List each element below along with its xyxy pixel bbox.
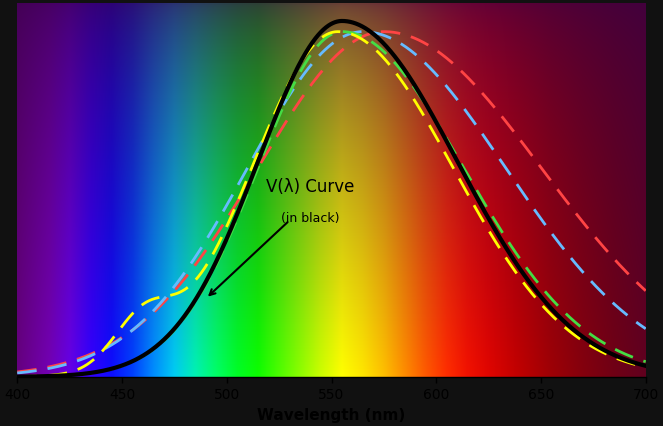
X-axis label: Wavelength (nm): Wavelength (nm) [257, 407, 406, 422]
Text: V(λ) Curve: V(λ) Curve [267, 178, 355, 196]
Text: (in black): (in black) [281, 211, 340, 225]
